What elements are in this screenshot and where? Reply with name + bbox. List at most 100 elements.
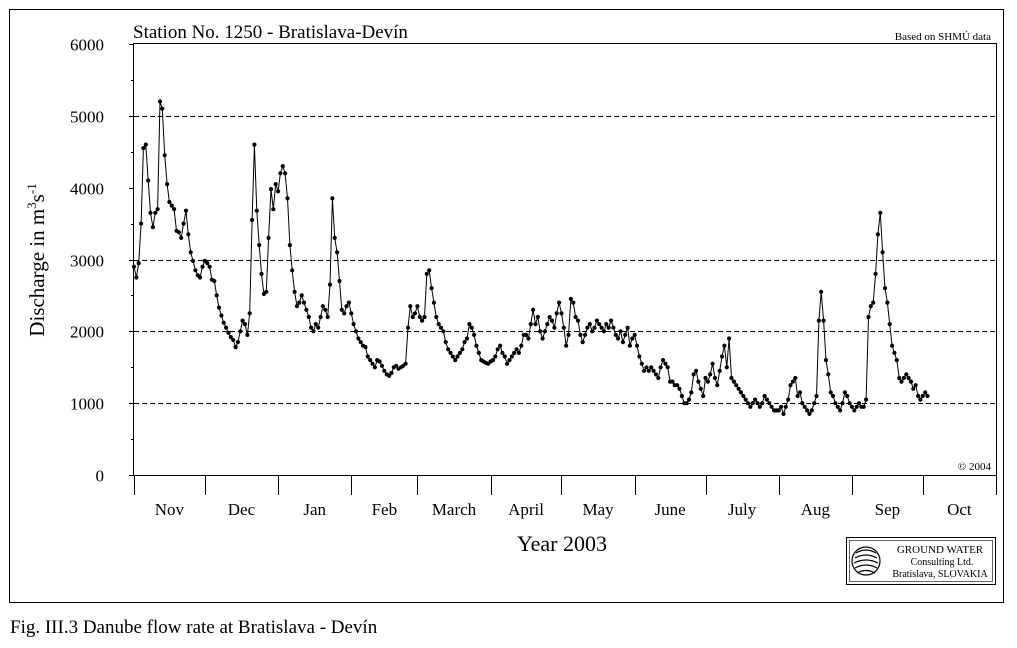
data-point — [460, 347, 465, 352]
data-point — [828, 390, 833, 395]
data-point — [594, 318, 600, 323]
data-point — [769, 404, 774, 409]
data-point — [412, 311, 418, 316]
data-point — [802, 404, 807, 409]
data-point — [724, 365, 729, 370]
data-point — [160, 106, 165, 111]
data-point — [214, 293, 219, 298]
data-point — [309, 325, 314, 330]
data-point — [835, 404, 840, 409]
data-point — [646, 368, 651, 373]
data-point — [625, 325, 630, 330]
data-point — [719, 354, 725, 359]
data-point — [304, 307, 309, 312]
data-point — [323, 307, 328, 312]
data-point — [866, 314, 871, 320]
ytick-label: 2000 — [70, 323, 104, 342]
data-point — [854, 404, 859, 409]
data-point — [590, 329, 595, 334]
data-point — [368, 358, 373, 363]
data-point — [335, 250, 340, 255]
figure-caption: Fig. III.3 Danube flow rate at Bratislav… — [10, 617, 378, 638]
xtick-label: Oct — [947, 500, 972, 519]
data-point — [743, 397, 748, 402]
data-point — [748, 404, 753, 409]
data-point — [228, 335, 233, 340]
data-point — [349, 311, 354, 316]
data-point — [363, 345, 368, 350]
data-point — [344, 304, 349, 309]
data-point — [438, 325, 444, 330]
data-point — [245, 332, 250, 337]
data-point — [757, 404, 762, 409]
data-point — [290, 268, 295, 273]
data-point — [568, 296, 574, 302]
data-point — [172, 207, 177, 212]
data-point — [698, 386, 703, 391]
data-point — [861, 404, 866, 409]
data-point — [847, 401, 852, 406]
data-point — [299, 293, 304, 298]
data-point — [162, 153, 167, 158]
company-logo: GROUND WATER Consulting Ltd. Bratislava,… — [846, 537, 996, 585]
data-point — [287, 243, 292, 248]
data-point — [387, 373, 392, 378]
data-point — [885, 300, 890, 305]
data-point — [880, 250, 885, 255]
data-point — [651, 368, 656, 373]
ytick-label: 4000 — [70, 180, 104, 199]
data-point — [833, 401, 838, 406]
xtick-label: June — [655, 500, 686, 519]
data-point — [320, 304, 325, 309]
data-point — [238, 329, 243, 334]
data-point — [221, 320, 226, 325]
data-point — [252, 142, 257, 147]
data-point — [415, 304, 420, 309]
data-point — [176, 230, 181, 235]
xtick-label: Sep — [875, 500, 901, 519]
data-point — [297, 300, 302, 305]
data-point — [892, 350, 897, 355]
ytick-label: 1000 — [70, 395, 104, 414]
xtick-label: Nov — [155, 500, 185, 519]
plot-area — [133, 43, 997, 476]
data-point — [264, 289, 269, 294]
data-point — [408, 304, 413, 309]
data-point — [644, 365, 649, 370]
data-point — [327, 282, 333, 287]
data-point — [627, 343, 633, 348]
data-point — [890, 343, 895, 348]
ytick-label: 6000 — [70, 36, 104, 55]
data-point — [311, 329, 316, 334]
data-point — [183, 208, 189, 213]
data-point — [753, 397, 758, 402]
data-point — [734, 383, 739, 388]
data-point — [547, 314, 552, 320]
data-point — [630, 336, 635, 341]
data-point — [779, 404, 784, 409]
data-point — [731, 379, 737, 384]
data-point — [332, 235, 337, 240]
data-point — [148, 210, 153, 215]
data-point — [216, 305, 222, 310]
data-point — [897, 375, 902, 381]
data-point — [920, 393, 925, 399]
data-point — [781, 411, 786, 416]
data-point — [764, 397, 770, 402]
data-point — [741, 393, 746, 399]
data-point — [519, 343, 524, 348]
data-point — [512, 350, 517, 355]
data-point — [856, 401, 862, 406]
data-point — [509, 354, 514, 359]
data-point — [592, 325, 597, 330]
xtick-label: Feb — [372, 500, 398, 519]
data-point — [372, 365, 377, 370]
data-point — [807, 411, 812, 416]
data-point — [717, 368, 722, 373]
data-point — [736, 386, 741, 391]
data-point — [684, 401, 689, 406]
data-point — [873, 271, 878, 276]
data-point — [554, 311, 559, 316]
data-point — [675, 383, 680, 388]
data-point — [597, 322, 602, 327]
